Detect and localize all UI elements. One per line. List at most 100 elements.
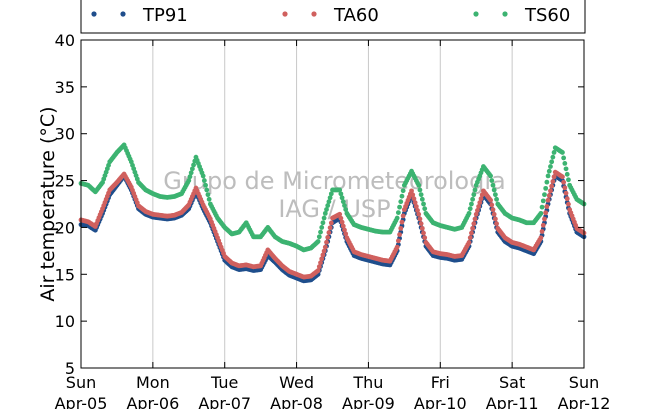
- data-point: [328, 220, 334, 226]
- x-tick-label-day: Sat: [499, 373, 525, 392]
- data-point: [488, 173, 493, 179]
- x-tick-label-day: Fri: [431, 373, 450, 392]
- data-point: [398, 199, 404, 205]
- data-point: [319, 225, 325, 230]
- data-point: [469, 230, 474, 236]
- data-point: [415, 208, 420, 213]
- data-point: [476, 204, 482, 209]
- data-point: [417, 216, 423, 222]
- data-point: [540, 198, 546, 204]
- data-point: [397, 232, 402, 238]
- data-point: [340, 199, 346, 205]
- data-point: [395, 238, 401, 244]
- data-point: [337, 211, 343, 217]
- data-point: [470, 196, 476, 202]
- data-point: [204, 187, 210, 193]
- data-point: [316, 264, 322, 270]
- data-point: [320, 220, 326, 226]
- data-point: [416, 182, 422, 188]
- x-tick-label-date: Apr-08: [270, 394, 323, 409]
- data-point: [320, 252, 326, 258]
- x-axis: Sun Apr-05 Mon Apr-06 Tue Apr-07 Wed Apr-08 Thu A…: [55, 40, 610, 409]
- x-tick-label-date: Apr-10: [414, 394, 467, 409]
- legend: TP91 TA60 TS60: [80, 0, 586, 34]
- x-tick-label-date: Apr-09: [342, 394, 395, 409]
- data-point: [315, 268, 321, 273]
- data-point: [409, 188, 414, 194]
- y-tick-label: 40: [55, 31, 75, 50]
- data-point: [494, 196, 499, 202]
- data-point: [472, 216, 478, 222]
- legend-box: [80, 0, 586, 34]
- data-point: [492, 216, 498, 222]
- x-tick-label-date: Apr-06: [126, 394, 179, 409]
- data-point: [342, 203, 347, 208]
- data-point: [561, 179, 567, 185]
- data-point: [546, 193, 552, 198]
- data-point: [418, 192, 424, 198]
- data-point: [563, 166, 569, 172]
- data-point: [563, 190, 569, 196]
- data-point: [394, 244, 400, 250]
- x-tick-label-date: Apr-07: [198, 394, 251, 409]
- data-point: [399, 193, 405, 199]
- data-point: [544, 179, 550, 185]
- data-point: [466, 240, 472, 245]
- legend-marker: [311, 11, 317, 17]
- data-point: [542, 192, 547, 198]
- legend-marker: [91, 11, 97, 17]
- data-point: [338, 191, 344, 197]
- data-point: [550, 154, 556, 160]
- data-point: [478, 196, 484, 202]
- y-tick-label: 5: [65, 359, 75, 378]
- x-tick-label-day: Thu: [352, 373, 383, 392]
- data-point: [471, 221, 477, 227]
- data-point: [316, 234, 322, 240]
- series-ta60: [78, 169, 587, 280]
- data-point: [340, 223, 346, 229]
- data-point: [545, 173, 551, 179]
- data-point: [206, 196, 212, 202]
- legend-marker: [473, 11, 479, 17]
- legend-label: TS60: [524, 5, 570, 26]
- data-point: [394, 215, 400, 221]
- data-point: [203, 182, 208, 188]
- data-point: [411, 196, 417, 202]
- data-point: [549, 159, 555, 165]
- data-point: [489, 202, 495, 208]
- data-point: [418, 221, 424, 227]
- data-point: [551, 150, 557, 155]
- data-point: [400, 213, 406, 219]
- data-point: [398, 225, 404, 231]
- data-point: [488, 197, 493, 203]
- legend-marker: [282, 11, 288, 17]
- data-point: [490, 182, 496, 188]
- data-point: [548, 188, 553, 194]
- data-point: [467, 206, 473, 212]
- data-point: [562, 160, 568, 166]
- data-point: [477, 200, 483, 205]
- data-point: [321, 248, 327, 254]
- data-point: [566, 177, 571, 183]
- data-point: [338, 215, 344, 221]
- data-point: [419, 196, 425, 202]
- grid-lines: [152, 40, 513, 368]
- data-point: [470, 225, 476, 231]
- data-point: [339, 219, 345, 225]
- data-point: [560, 174, 565, 180]
- data-point: [339, 195, 345, 201]
- data-point: [186, 178, 192, 183]
- data-point: [327, 195, 333, 201]
- data-point: [321, 215, 327, 221]
- y-tick-label: 20: [55, 218, 75, 237]
- data-point: [543, 185, 549, 191]
- data-point: [319, 256, 325, 262]
- data-point: [328, 191, 334, 197]
- legend-marker: [502, 11, 508, 17]
- data-point: [548, 164, 553, 169]
- data-point: [540, 222, 546, 228]
- data-point: [543, 210, 549, 216]
- data-point: [417, 187, 423, 193]
- data-point: [542, 216, 547, 222]
